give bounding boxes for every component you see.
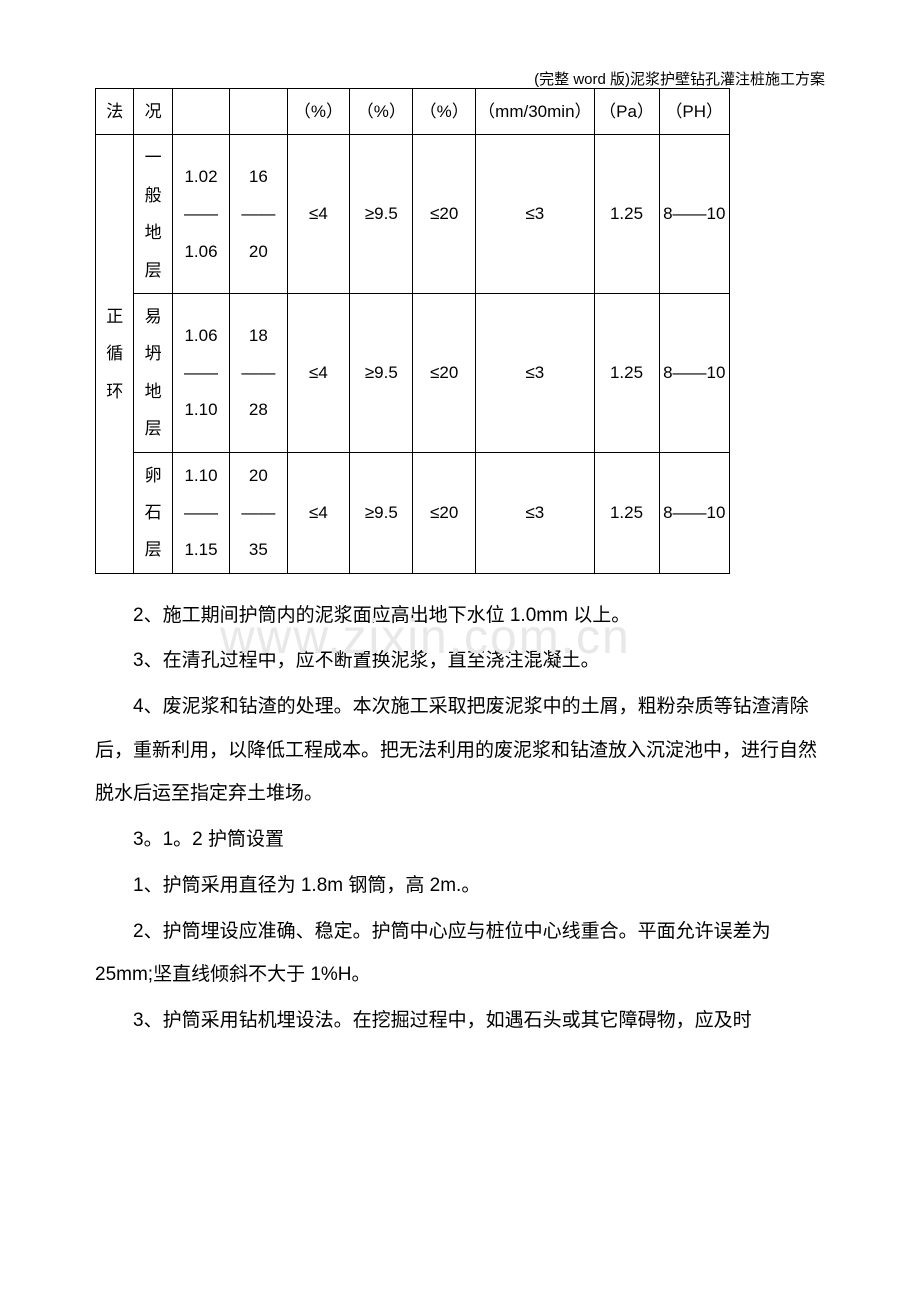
viscosity-cell: 18——28	[230, 293, 287, 452]
header-viscosity	[230, 89, 287, 135]
table-row: 卵石层 1.10——1.15 20——35 ≤4 ≥9.5 ≤20 ≤3 1.2…	[96, 452, 730, 573]
table-row: 易坍地层 1.06——1.10 18——28 ≤4 ≥9.5 ≤20 ≤3 1.…	[96, 293, 730, 452]
v2-cell: ≥9.5	[350, 293, 413, 452]
paragraph-section-title: 3。1。2 护筒设置	[95, 818, 825, 862]
pa-cell: 1.25	[594, 293, 659, 452]
header-note: (完整 word 版)泥浆护壁钻孔灌注桩施工方案	[534, 68, 825, 89]
pa-cell: 1.25	[594, 135, 659, 294]
header-pa: （Pa）	[594, 89, 659, 135]
paragraph-7: 3、护筒采用钻机埋设法。在挖掘过程中，如遇石头或其它障碍物，应及时	[95, 999, 825, 1043]
v4-cell: ≤3	[476, 293, 594, 452]
paragraph-5: 1、护筒采用直径为 1.8m 钢筒，高 2m.。	[95, 864, 825, 908]
condition-cell: 一般地层	[134, 135, 172, 294]
method-cell: 正循环	[96, 135, 134, 573]
paragraph-2: 2、施工期间护筒内的泥浆面应高出地下水位 1.0mm 以上。	[95, 594, 825, 638]
density-cell: 1.10——1.15	[172, 452, 229, 573]
ph-cell: 8——10	[659, 452, 730, 573]
table-row: 正循环 一般地层 1.02——1.06 16——20 ≤4 ≥9.5 ≤20 ≤…	[96, 135, 730, 294]
condition-cell: 卵石层	[134, 452, 172, 573]
header-pct3: （%）	[413, 89, 476, 135]
paragraph-3: 3、在清孔过程中，应不断置换泥浆，直至浇注混凝土。	[95, 639, 825, 683]
header-method: 法	[96, 89, 134, 135]
v3-cell: ≤20	[413, 293, 476, 452]
v1-cell: ≤4	[287, 135, 350, 294]
v1-cell: ≤4	[287, 293, 350, 452]
header-density	[172, 89, 229, 135]
pa-cell: 1.25	[594, 452, 659, 573]
viscosity-cell: 20——35	[230, 452, 287, 573]
header-pct1: （%）	[287, 89, 350, 135]
paragraph-4: 4、废泥浆和钻渣的处理。本次施工采取把废泥浆中的土屑，粗粉杂质等钻渣清除后，重新…	[95, 685, 825, 816]
header-condition: 况	[134, 89, 172, 135]
table-header-row: 法 况 （%） （%） （%） （mm/30min） （Pa） （PH）	[96, 89, 730, 135]
condition-cell: 易坍地层	[134, 293, 172, 452]
header-mm: （mm/30min）	[476, 89, 594, 135]
density-cell: 1.02——1.06	[172, 135, 229, 294]
v2-cell: ≥9.5	[350, 452, 413, 573]
v3-cell: ≤20	[413, 452, 476, 573]
paragraph-6: 2、护筒埋设应准确、稳定。护筒中心应与桩位中心线重合。平面允许误差为 25mm;…	[95, 910, 825, 997]
header-ph: （PH）	[659, 89, 730, 135]
ph-cell: 8——10	[659, 293, 730, 452]
v4-cell: ≤3	[476, 452, 594, 573]
ph-cell: 8——10	[659, 135, 730, 294]
viscosity-cell: 16——20	[230, 135, 287, 294]
v2-cell: ≥9.5	[350, 135, 413, 294]
density-cell: 1.06——1.10	[172, 293, 229, 452]
v1-cell: ≤4	[287, 452, 350, 573]
v3-cell: ≤20	[413, 135, 476, 294]
v4-cell: ≤3	[476, 135, 594, 294]
mud-params-table: 法 况 （%） （%） （%） （mm/30min） （Pa） （PH） 正循环…	[95, 88, 730, 574]
header-pct2: （%）	[350, 89, 413, 135]
